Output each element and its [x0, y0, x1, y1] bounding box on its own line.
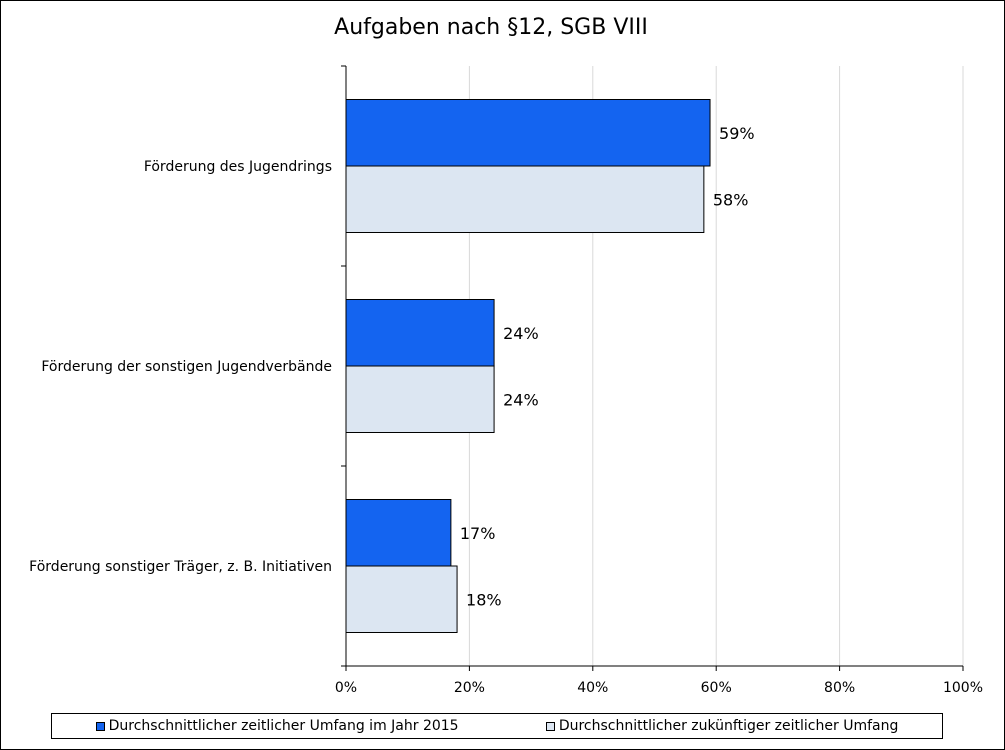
bar-future-1: [345, 365, 495, 433]
x-tick-label-5: 100%: [943, 680, 983, 696]
chart-title: Aufgaben nach §12, SGB VIII: [334, 15, 648, 40]
data-label-2015-0: 59%: [719, 124, 755, 143]
data-label-future-0: 58%: [713, 190, 749, 209]
axes: [341, 65, 964, 671]
bar-future-2: [345, 565, 458, 633]
x-tick-label-3: 60%: [701, 680, 732, 696]
bar-2015-1: [345, 299, 495, 367]
data-label-future-1: 24%: [503, 390, 539, 409]
x-tick-label-2: 40%: [577, 680, 608, 696]
x-tick-label-1: 20%: [454, 680, 485, 696]
bar-future-0: [345, 165, 705, 233]
legend-label-2015: Durchschnittlicher zeitlicher Umfang im …: [108, 718, 459, 734]
data-label-future-2: 18%: [466, 590, 502, 609]
legend-entry-2015: Durchschnittlicher zeitlicher Umfang im …: [95, 718, 459, 734]
legend-swatch-future: [545, 721, 555, 731]
bar-chart: Aufgaben nach §12, SGB VIII 59% 58% Förder…: [29, 15, 983, 696]
data-label-2015-2: 17%: [460, 524, 496, 543]
x-tick-label-4: 80%: [824, 680, 855, 696]
data-label-2015-1: 24%: [503, 324, 539, 343]
bars: [345, 99, 711, 633]
category-label-1: Förderung der sonstigen Jugendverbände: [41, 359, 332, 375]
category-label-2: Förderung sonstiger Träger, z. B. Initia…: [29, 559, 332, 575]
legend: Durchschnittlicher zeitlicher Umfang im …: [51, 713, 943, 739]
x-tick-label-0: 0%: [335, 680, 357, 696]
legend-label-future: Durchschnittlicher zukünftiger zeitliche…: [558, 718, 899, 734]
bar-2015-2: [345, 499, 452, 567]
category-label-0: Förderung des Jugendrings: [144, 159, 332, 175]
legend-entry-future: Durchschnittlicher zukünftiger zeitliche…: [545, 718, 899, 734]
labels: 59% 58% Förderung des Jugendrings 24% 24% För…: [29, 124, 983, 696]
legend-swatch-2015: [95, 721, 105, 731]
bar-2015-0: [345, 99, 711, 167]
